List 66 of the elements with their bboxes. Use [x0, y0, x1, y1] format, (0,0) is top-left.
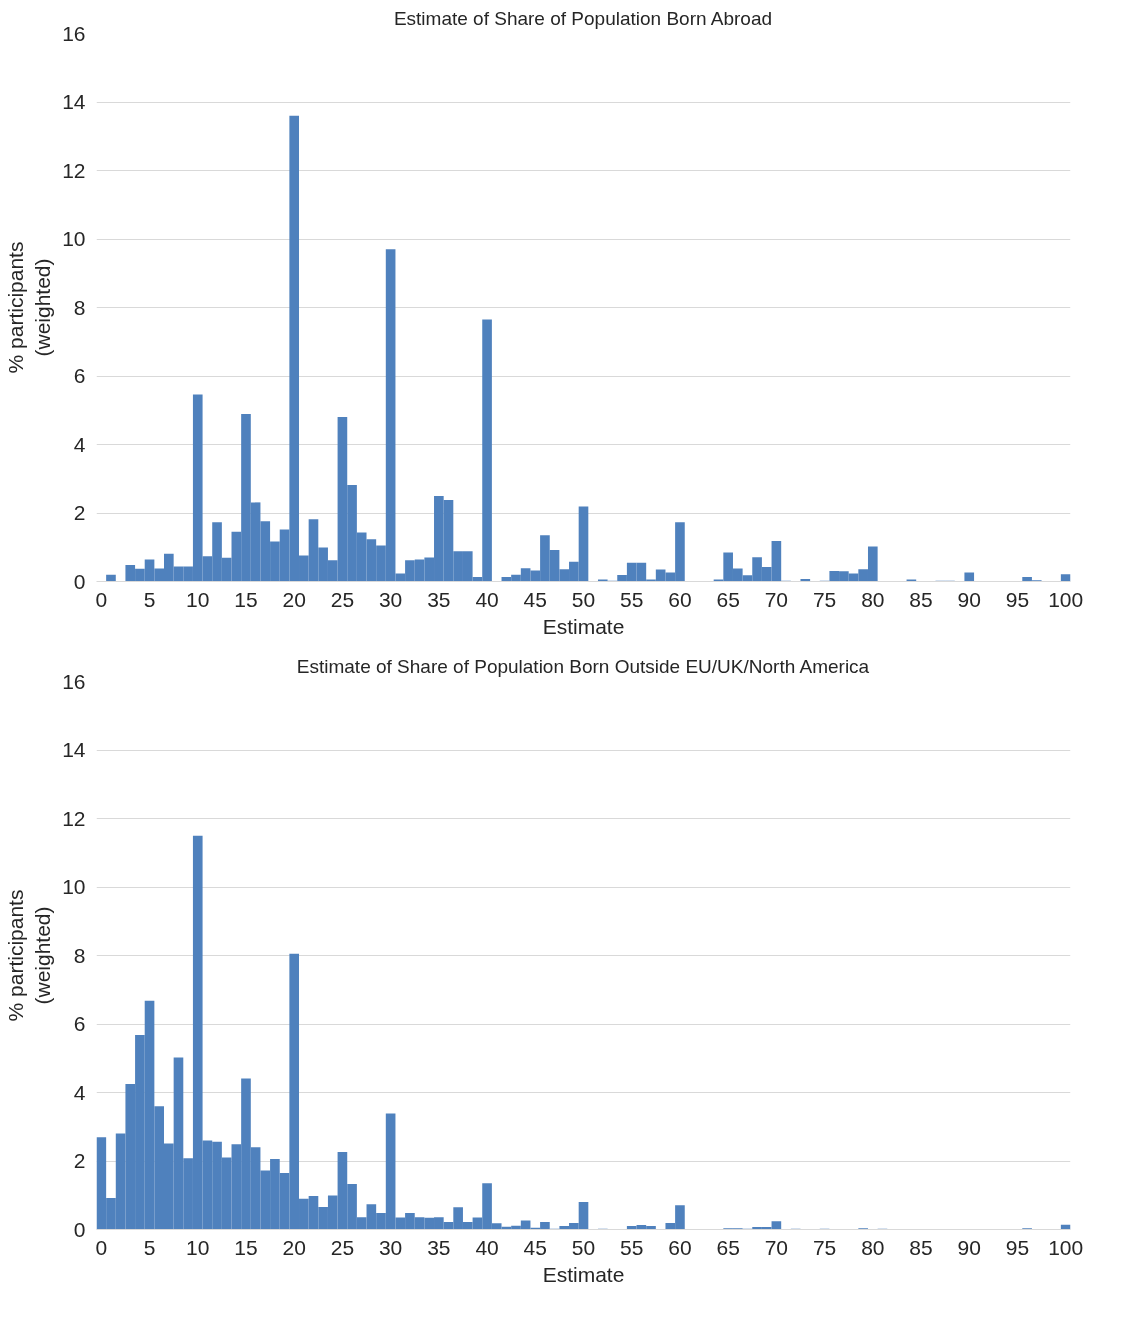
x-tick-label: 45 — [523, 1235, 547, 1259]
x-tick-label: 10 — [186, 1235, 210, 1259]
x-tick-label: 10 — [186, 587, 210, 611]
x-tick-label: 40 — [475, 587, 499, 611]
y-tick-label: 10 — [62, 227, 86, 250]
y-tick-label: 16 — [62, 21, 86, 45]
x-tick-label: 15 — [234, 587, 258, 611]
x-tick-label: 50 — [571, 587, 596, 611]
x-axis-title: Estimate — [542, 614, 625, 638]
y-tick-label: 14 — [62, 738, 86, 761]
y-tick-label: 4 — [73, 1080, 86, 1104]
x-tick-label: 5 — [143, 1235, 156, 1259]
x-tick-label: 50 — [571, 1235, 596, 1259]
x-tick-label: 55 — [620, 587, 644, 611]
x-tick-label: 100 — [1048, 1235, 1084, 1259]
x-tick-label: 65 — [716, 1235, 740, 1259]
x-tick-label: 20 — [282, 587, 306, 611]
x-axis-title: Estimate — [542, 1262, 625, 1286]
x-tick-label: 30 — [378, 1235, 403, 1259]
chart-title: Estimate of Share of Population Born Outside EU/UK/North America — [296, 655, 870, 677]
y-axis-title: % participants (weighted) — [3, 889, 55, 1022]
x-tick-label: 95 — [1005, 1235, 1030, 1259]
x-tick-label: 5 — [143, 587, 156, 611]
x-tick-label: 20 — [282, 1235, 306, 1259]
x-tick-label: 40 — [475, 1235, 499, 1259]
x-tick-label: 70 — [764, 587, 789, 611]
y-tick-label: 16 — [62, 669, 86, 693]
y-tick-label: 12 — [62, 806, 86, 830]
y-tick-label: 14 — [62, 90, 86, 113]
x-tick-label: 30 — [378, 587, 403, 611]
x-tick-label: 65 — [716, 587, 740, 611]
x-tick-label: 0 — [95, 1235, 108, 1259]
y-tick-label: 6 — [73, 1012, 86, 1035]
x-tick-label: 90 — [957, 587, 981, 611]
x-tick-label: 60 — [668, 1235, 692, 1259]
chart-title: Estimate of Share of Population Born Abroad — [393, 7, 773, 29]
x-tick-label: 35 — [427, 1235, 451, 1259]
x-tick-label: 85 — [909, 1235, 933, 1259]
x-tick-label: 15 — [234, 1235, 258, 1259]
x-tick-label: 70 — [764, 1235, 789, 1259]
x-tick-label: 25 — [330, 587, 355, 611]
x-tick-label: 0 — [95, 587, 108, 611]
x-tick-label: 95 — [1005, 587, 1030, 611]
y-tick-label: 0 — [73, 569, 86, 593]
x-tick-label: 75 — [812, 1235, 837, 1259]
y-tick-label: 4 — [73, 432, 86, 456]
x-tick-label: 75 — [812, 587, 837, 611]
y-axis-title: % participants (weighted) — [3, 241, 55, 374]
x-tick-label: 60 — [668, 587, 692, 611]
x-tick-label: 55 — [620, 1235, 644, 1259]
x-tick-label: 80 — [861, 587, 885, 611]
x-tick-label: 80 — [861, 1235, 885, 1259]
y-tick-label: 8 — [73, 295, 86, 319]
y-tick-label: 2 — [73, 1149, 86, 1172]
x-tick-label: 45 — [523, 587, 547, 611]
y-tick-label: 10 — [62, 875, 86, 898]
x-tick-label: 90 — [957, 1235, 981, 1259]
y-tick-label: 12 — [62, 158, 86, 182]
x-tick-label: 100 — [1048, 587, 1084, 611]
y-tick-label: 2 — [73, 501, 86, 524]
y-tick-label: 8 — [73, 943, 86, 967]
x-tick-label: 35 — [427, 587, 451, 611]
y-tick-label: 6 — [73, 364, 86, 387]
x-tick-label: 25 — [330, 1235, 355, 1259]
x-tick-label: 85 — [909, 587, 933, 611]
y-tick-label: 0 — [73, 1217, 86, 1241]
